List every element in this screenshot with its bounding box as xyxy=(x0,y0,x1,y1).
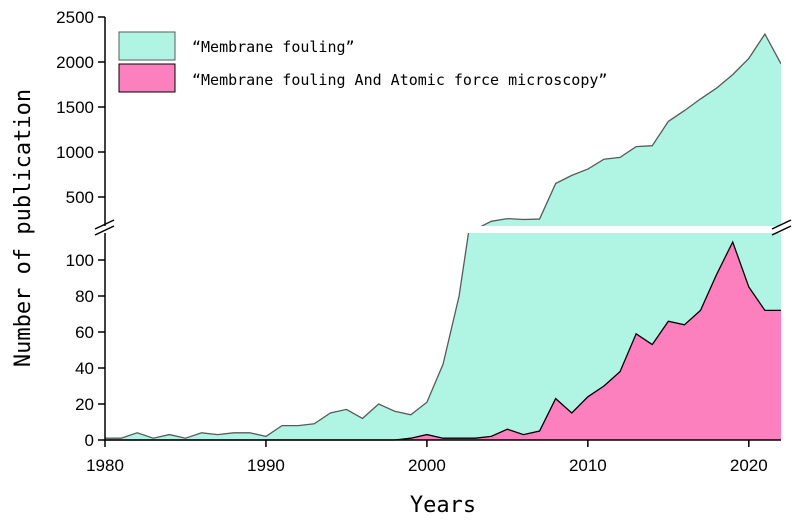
ticks-layer: 1980 1990 2000 2010 2020 0 20 40 60 80 100 500 1000 1… xyxy=(56,8,768,475)
y-tick-label-upper: 1500 xyxy=(56,98,94,117)
y-tick-label-upper: 500 xyxy=(66,188,94,207)
x-tick-label: 2000 xyxy=(408,456,446,475)
x-tick-label: 2020 xyxy=(730,456,768,475)
series-layer xyxy=(105,32,781,441)
axis-break-mark-right-lower xyxy=(771,225,792,236)
area-afm-lower xyxy=(105,242,781,440)
axis-break-gap xyxy=(96,226,796,233)
axis-break-mark-left-lower xyxy=(94,225,115,236)
y-axis-title: Number of publication xyxy=(11,89,36,367)
legend-swatch-afm xyxy=(118,63,176,93)
y-tick-label-upper: 2500 xyxy=(56,8,94,27)
axis-break-mark-right-upper xyxy=(771,219,792,230)
y-tick-label-upper: 1000 xyxy=(56,143,94,162)
x-tick-label: 2010 xyxy=(569,456,607,475)
y-tick-label-lower: 100 xyxy=(66,251,94,270)
legend-label-fouling: “Membrane fouling” xyxy=(192,38,355,56)
x-tick-label: 1990 xyxy=(247,456,285,475)
area-fouling-upper xyxy=(473,34,781,230)
line-fouling-lower xyxy=(105,230,470,439)
y-tick-label-lower: 0 xyxy=(85,431,94,450)
legend-swatch-fouling xyxy=(118,31,176,61)
legend-label-afm: “Membrane fouling And Atomic force micro… xyxy=(192,71,607,89)
y-tick-label-lower: 40 xyxy=(75,359,94,378)
y-tick-label-upper: 2000 xyxy=(56,53,94,72)
y-tick-label-lower: 60 xyxy=(75,323,94,342)
axes-layer xyxy=(94,17,796,441)
legend: “Membrane fouling” “Membrane fouling And… xyxy=(118,31,607,93)
x-axis-title: Years xyxy=(410,493,476,518)
line-fouling-upper xyxy=(471,32,781,230)
x-tick-label: 1980 xyxy=(86,456,124,475)
y-tick-label-lower: 20 xyxy=(75,395,94,414)
series-fouling-upper-panel xyxy=(471,32,781,230)
axis-break-mark-left-upper xyxy=(94,219,115,230)
y-tick-label-lower: 80 xyxy=(75,287,94,306)
